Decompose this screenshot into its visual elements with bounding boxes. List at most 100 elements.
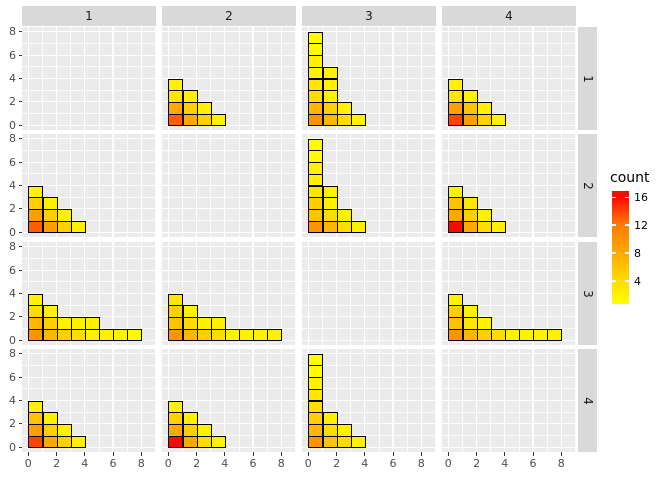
gridline-minor	[22, 220, 156, 221]
gridline-major	[162, 184, 296, 187]
gridline-major	[442, 101, 576, 103]
gridline-major	[162, 376, 296, 378]
gridline-major	[162, 101, 296, 103]
heatmap-tile	[336, 220, 352, 234]
x-axis-tick	[364, 452, 366, 456]
heatmap-tile	[322, 66, 338, 80]
gridline-minor	[22, 281, 156, 283]
heatmap-tile	[42, 305, 58, 318]
gridline-major	[302, 101, 436, 103]
facet-panel-r2-c4	[442, 134, 576, 237]
x-axis-tick-label: 8	[277, 457, 285, 470]
gridline-major	[22, 184, 156, 187]
y-axis-tick-label: 8	[9, 240, 16, 254]
gridline-minor	[162, 173, 296, 175]
legend-tick-mark	[612, 224, 616, 226]
heatmap-tile	[308, 365, 324, 379]
heatmap-tile	[322, 185, 338, 199]
gridline-minor	[442, 173, 576, 175]
gridline-major	[302, 339, 436, 341]
legend-tick-mark	[612, 280, 616, 282]
facet-strip-top-label: 4	[505, 9, 513, 23]
gridline-major	[442, 399, 576, 402]
facet-strip-top-label: 1	[85, 9, 93, 23]
gridline-major	[22, 376, 156, 378]
gridline-minor	[22, 66, 156, 68]
gridline-major	[162, 54, 296, 56]
gridline-major	[442, 292, 576, 295]
heatmap-tile	[308, 435, 324, 449]
gridline-major	[302, 399, 436, 402]
heatmap-tile	[28, 423, 44, 437]
heatmap-tile	[42, 316, 58, 330]
heatmap-tile	[42, 197, 58, 210]
legend-gradient-bar	[612, 191, 629, 304]
heatmap-tile	[476, 208, 492, 222]
gridline-major	[302, 376, 436, 378]
heatmap-tile	[168, 90, 184, 103]
heatmap-tile	[28, 412, 44, 425]
y-axis-tick-label: 4	[9, 179, 16, 192]
heatmap-tile	[476, 328, 492, 342]
gridline-minor	[22, 435, 156, 436]
gridline-minor	[22, 173, 156, 175]
x-axis-tick-label: 8	[557, 457, 565, 470]
heatmap-tile	[113, 328, 129, 342]
gridline-major	[302, 353, 436, 355]
y-axis-tick	[18, 446, 22, 448]
x-axis-tick	[280, 452, 282, 456]
gridline-major	[162, 31, 296, 33]
heatmap-tile	[462, 328, 478, 342]
heatmap-tile	[196, 423, 212, 437]
gridline-minor	[22, 113, 156, 114]
heatmap-tile	[308, 173, 324, 187]
y-axis-tick-label: 4	[9, 287, 16, 300]
gridline-major	[22, 423, 156, 425]
heatmap-tile	[308, 150, 324, 164]
facet-strip-right-label: 1	[580, 74, 595, 83]
x-axis-tick	[476, 452, 478, 456]
heatmap-tile	[308, 78, 324, 92]
heatmap-tile	[210, 113, 226, 127]
heatmap-tile	[28, 197, 44, 210]
heatmap-tile	[182, 423, 198, 437]
heatmap-tile	[168, 435, 184, 449]
heatmap-tile	[28, 435, 44, 449]
gridline-minor	[302, 196, 436, 198]
gridline-major	[442, 54, 576, 56]
gridline-major	[22, 231, 156, 233]
heatmap-tile	[56, 423, 72, 437]
gridline-minor	[162, 258, 296, 259]
heatmap-tile	[168, 423, 184, 437]
x-axis-tick	[196, 452, 198, 456]
x-axis-tick-label: 6	[529, 457, 537, 470]
heatmap-tile	[196, 316, 212, 330]
x-axis-tick-label: 0	[304, 457, 312, 470]
heatmap-tile	[308, 101, 324, 115]
heatmap-tile	[322, 220, 338, 234]
heatmap-tile	[322, 101, 338, 115]
gridline-major	[442, 231, 576, 233]
x-axis-tick	[112, 452, 114, 456]
gridline-minor	[22, 388, 156, 390]
gridline-major	[442, 124, 576, 126]
gridline-minor	[162, 281, 296, 283]
heatmap-tile	[182, 412, 198, 425]
heatmap-tile	[28, 328, 44, 342]
y-axis-tick	[18, 101, 22, 103]
y-axis-tick	[18, 231, 22, 233]
gridline-major	[302, 54, 436, 56]
heatmap-tile	[448, 316, 464, 330]
y-axis-tick	[18, 31, 22, 33]
x-axis-tick-label: 0	[24, 457, 32, 470]
x-axis-tick-label: 6	[389, 457, 397, 470]
facet-panel-r4-c2	[162, 349, 296, 452]
heatmap-tile	[70, 435, 86, 449]
gridline-minor	[442, 328, 576, 329]
heatmap-tile	[518, 328, 534, 342]
heatmap-tile	[322, 208, 338, 222]
heatmap-tile	[490, 220, 506, 234]
gridline-major	[302, 31, 436, 33]
gridline-minor	[302, 173, 436, 175]
